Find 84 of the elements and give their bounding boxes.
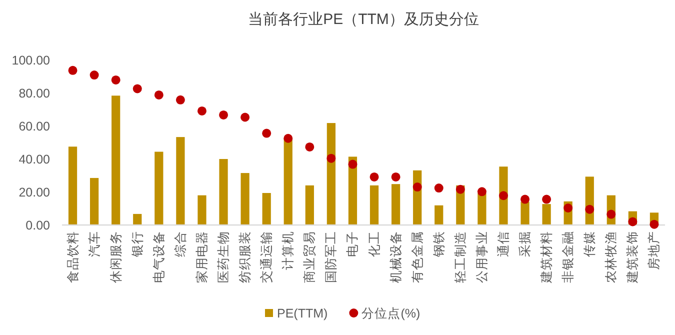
x-tick-label: 化工 <box>367 231 382 257</box>
point <box>348 160 358 169</box>
point <box>606 210 616 219</box>
x-tick-label: 纺织服装 <box>238 231 252 283</box>
bar <box>262 192 271 225</box>
bar <box>112 96 120 225</box>
point <box>197 106 206 116</box>
x-tick-label: 家用电器 <box>194 231 209 283</box>
x-tick-label: 电气设备 <box>152 231 166 283</box>
x-tick-label: 综合 <box>173 231 188 257</box>
point <box>219 110 228 120</box>
point <box>305 142 314 152</box>
x-tick-label: 医药生物 <box>216 231 231 283</box>
bar <box>90 178 99 225</box>
x-tick-label: 公用事业 <box>474 231 489 283</box>
point <box>284 134 293 143</box>
x-tick-label: 商业贸易 <box>302 231 317 283</box>
x-tick-label: 有色金属 <box>410 231 424 283</box>
legend-label: 分位点(%) <box>362 306 420 320</box>
x-tick-label: 轻工制造 <box>453 231 468 283</box>
point <box>498 191 508 200</box>
bar <box>391 184 400 225</box>
bar <box>542 204 551 225</box>
x-tick-label: 汽车 <box>87 231 102 257</box>
x-tick-label: 电子 <box>346 231 360 257</box>
point <box>154 90 164 100</box>
legend-label: PE(TTM) <box>277 306 328 320</box>
point <box>68 66 78 75</box>
point <box>176 95 185 104</box>
bar <box>326 123 336 225</box>
x-tick-label: 房地产 <box>646 231 662 270</box>
bar <box>520 202 530 225</box>
point <box>240 112 250 122</box>
point <box>434 184 444 193</box>
point <box>520 194 530 204</box>
point <box>564 204 573 213</box>
bar <box>198 195 206 225</box>
point <box>542 194 552 204</box>
bar <box>370 185 379 225</box>
point <box>326 154 336 163</box>
x-tick-label: 食品饮料 <box>66 231 80 283</box>
bar <box>284 138 292 225</box>
point <box>391 172 400 182</box>
x-tick-label: 建筑装饰 <box>626 231 640 284</box>
bar <box>305 185 314 225</box>
bar <box>434 205 444 225</box>
y-tick-label: 40.00 <box>18 152 50 166</box>
y-tick-label: 20.00 <box>18 186 50 200</box>
x-tick-label: 传媒 <box>582 231 597 257</box>
x-tick-label: 建筑材料 <box>540 231 554 284</box>
bar <box>478 193 486 225</box>
x-tick-label: 机械设备 <box>388 231 403 283</box>
y-tick-label: 80.00 <box>18 86 50 100</box>
point <box>262 128 272 138</box>
bar <box>154 152 164 225</box>
point <box>650 220 659 229</box>
x-tick-label: 国防军工 <box>324 231 338 283</box>
point <box>90 70 99 80</box>
point <box>412 182 422 192</box>
y-tick-label: 0.00 <box>26 218 50 232</box>
chart-title: 当前各行业PE（TTM）及历史分位 <box>248 11 479 28</box>
point <box>370 172 379 182</box>
y-tick-label: 60.00 <box>18 120 50 134</box>
y-tick-label: 100.00 <box>12 54 50 68</box>
x-tick-label: 银行 <box>130 231 144 258</box>
point <box>628 217 638 226</box>
point <box>477 187 486 196</box>
x-tick-label: 农林牧渔 <box>604 231 618 283</box>
x-tick-label: 采掘 <box>518 231 532 257</box>
x-tick-label: 通信 <box>496 231 510 257</box>
point <box>132 84 142 94</box>
point <box>456 184 465 194</box>
bar <box>176 137 185 225</box>
x-tick-label: 非银金融 <box>561 231 576 283</box>
point <box>585 204 594 214</box>
bar <box>133 214 142 225</box>
x-tick-label: 交通运输 <box>258 231 274 283</box>
x-tick-label: 休闲服务 <box>108 231 123 283</box>
x-tick-label: 钢铁 <box>432 231 446 258</box>
bar <box>219 159 228 225</box>
bar <box>68 146 78 225</box>
x-tick-label: 计算机 <box>281 231 296 270</box>
point <box>111 75 120 84</box>
bar <box>240 173 250 225</box>
